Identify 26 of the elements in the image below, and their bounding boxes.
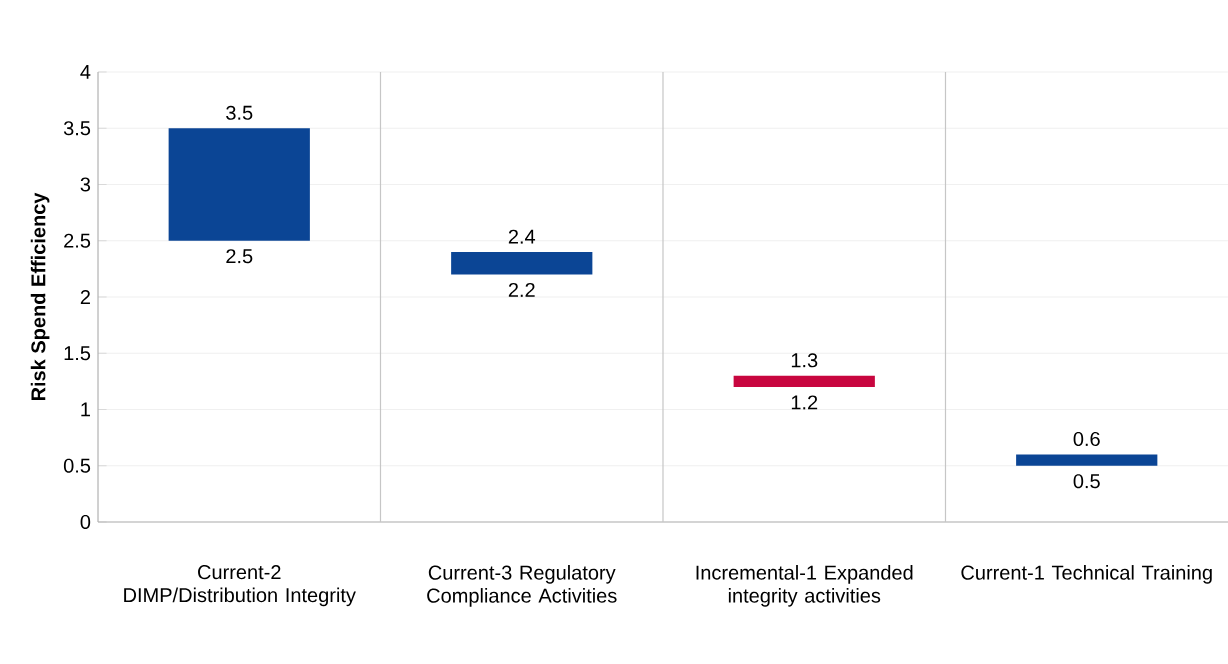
bar — [1016, 454, 1158, 466]
y-tick-label: 2.5 — [64, 233, 91, 248]
x-tick-label: Current-1 Technical Training — [961, 565, 1212, 584]
y-tick-label: 2 — [80, 290, 90, 304]
y-tick-label: 3 — [80, 177, 91, 192]
y-axis-title: Risk Spend Efficiency — [30, 192, 50, 401]
annotation: 2.4 — [508, 229, 536, 244]
annotation: 1.3 — [791, 353, 818, 368]
y-tick-label: 0 — [80, 514, 91, 530]
annotation: 2.2 — [508, 282, 535, 297]
annotation: 2.5 — [226, 249, 253, 264]
y-tick-label: 1.5 — [64, 346, 91, 361]
x-tick-label: Current-3 Regulatory Compliance Activities — [427, 565, 617, 607]
x-tick-label: Incremental-1 Expanded integrity activities — [696, 565, 913, 607]
x-tick-label: Current-2 DIMP/Distribution Integrity — [124, 565, 356, 607]
annotation: 0.5 — [1073, 474, 1100, 489]
y-tick-label: 0.5 — [63, 458, 91, 473]
annotation: 0.6 — [1073, 431, 1100, 447]
bar — [168, 128, 310, 241]
y-tick-label: 1 — [81, 402, 90, 417]
y-tick-label: 3.5 — [63, 121, 91, 136]
bar — [733, 375, 875, 387]
bar — [451, 251, 593, 275]
annotation: 3.5 — [226, 105, 253, 120]
y-tick-label: 4 — [80, 65, 91, 79]
annotation: 1.2 — [791, 395, 818, 410]
